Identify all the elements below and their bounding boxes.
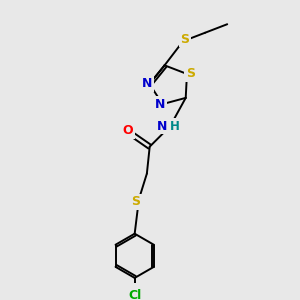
Text: S: S [180,33,189,46]
Text: H: H [170,120,180,133]
Text: N: N [157,120,167,133]
Text: Cl: Cl [128,289,141,300]
Text: N: N [155,98,165,111]
Text: O: O [123,124,133,137]
Text: S: S [132,195,141,208]
Text: N: N [142,77,152,91]
Text: S: S [186,68,195,80]
